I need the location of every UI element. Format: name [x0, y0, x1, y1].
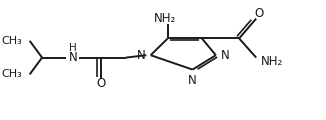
Text: O: O: [96, 77, 106, 90]
Text: CH₃: CH₃: [1, 69, 22, 79]
Text: N: N: [220, 49, 229, 62]
Text: N: N: [69, 51, 78, 64]
Text: NH₂: NH₂: [261, 55, 283, 68]
Text: O: O: [255, 7, 264, 20]
Text: CH₃: CH₃: [1, 36, 22, 46]
Text: H: H: [69, 43, 77, 53]
Text: N: N: [188, 74, 197, 87]
Text: NH₂: NH₂: [154, 12, 176, 25]
Text: N: N: [137, 49, 146, 62]
